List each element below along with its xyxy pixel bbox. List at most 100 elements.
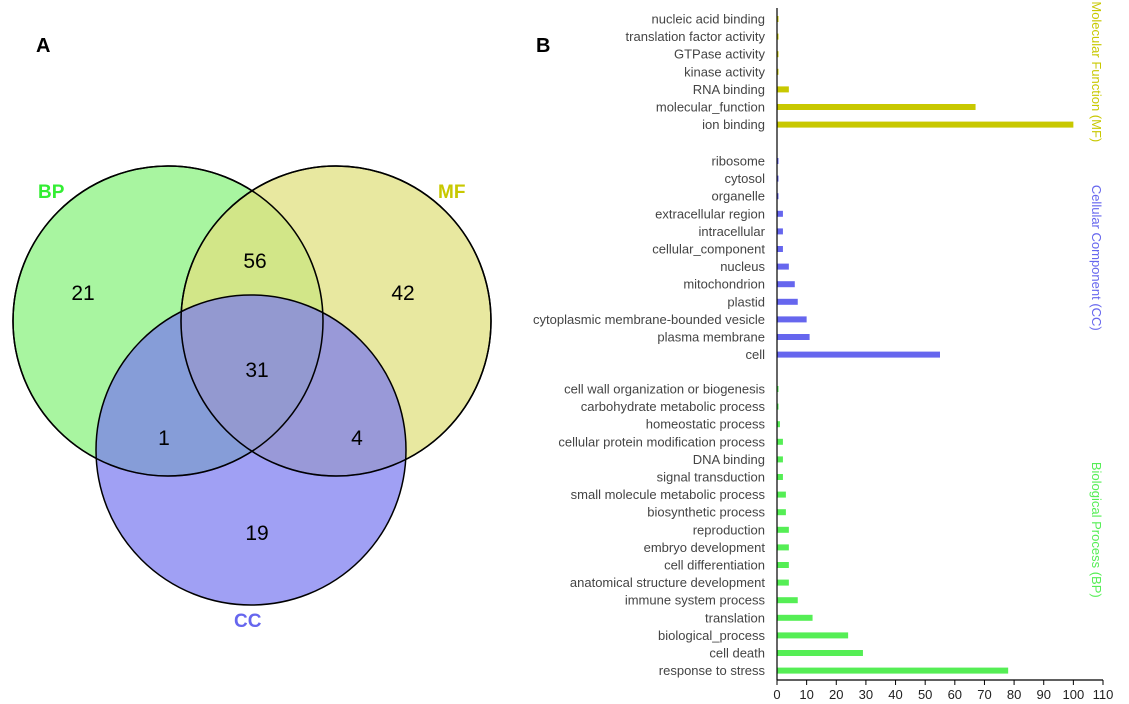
bar bbox=[777, 456, 783, 463]
bar bbox=[777, 121, 1074, 128]
category-label: organelle bbox=[712, 189, 766, 204]
x-tick-label: 30 bbox=[859, 687, 873, 702]
panel-a-label: A bbox=[36, 35, 50, 57]
bar bbox=[777, 667, 1009, 674]
venn-diagram: A BP MF CC 21 42 56 31 1 4 19 bbox=[12, 35, 492, 632]
category-label: cellular protein modification process bbox=[558, 434, 765, 449]
bar bbox=[777, 526, 789, 533]
count-mf-cc: 4 bbox=[351, 427, 363, 450]
category-label: cytoplasmic membrane-bounded vesicle bbox=[533, 312, 765, 327]
count-bp-cc: 1 bbox=[158, 427, 170, 450]
bar bbox=[777, 228, 783, 235]
bar bbox=[777, 193, 779, 200]
category-label: plasma membrane bbox=[657, 330, 765, 345]
bar bbox=[777, 632, 849, 639]
bar bbox=[777, 351, 940, 358]
x-tick-label: 10 bbox=[799, 687, 813, 702]
x-tick-label: 80 bbox=[1007, 687, 1021, 702]
count-all: 31 bbox=[245, 359, 268, 382]
bar bbox=[777, 158, 779, 164]
category-label: intracellular bbox=[699, 224, 766, 239]
mf-outline bbox=[180, 165, 492, 477]
bar bbox=[777, 86, 789, 93]
bar bbox=[777, 438, 783, 445]
category-label: biosynthetic process bbox=[647, 505, 765, 520]
bar bbox=[777, 544, 789, 551]
category-label: GTPase activity bbox=[674, 47, 766, 62]
category-label: anatomical structure development bbox=[570, 575, 765, 590]
category-label: ribosome bbox=[712, 154, 765, 169]
bar bbox=[777, 175, 779, 182]
group-label: Cellular Component (CC) bbox=[1089, 185, 1104, 331]
mf-label: MF bbox=[438, 182, 465, 203]
bar bbox=[777, 614, 813, 621]
category-label: RNA binding bbox=[693, 82, 765, 97]
category-label: mitochondrion bbox=[683, 277, 765, 292]
bar bbox=[777, 334, 810, 340]
bar bbox=[777, 33, 779, 40]
count-bp-only: 21 bbox=[71, 282, 94, 305]
category-label: nucleic acid binding bbox=[652, 12, 765, 27]
bar bbox=[777, 316, 807, 323]
category-label: homeostatic process bbox=[646, 417, 766, 432]
bar bbox=[777, 650, 863, 656]
bar bbox=[777, 298, 798, 305]
bar bbox=[777, 421, 780, 428]
category-label: ion binding bbox=[702, 117, 765, 132]
axes: 0 10 20 30 40 50 60 70 80 90 100 110 bbox=[773, 8, 1113, 702]
group-label: Biological Process (BP) bbox=[1089, 462, 1104, 598]
x-tick-label: 100 bbox=[1063, 687, 1085, 702]
bar bbox=[777, 597, 798, 604]
category-label: translation factor activity bbox=[626, 29, 766, 44]
x-tick-label: 0 bbox=[773, 687, 780, 702]
x-tick-label: 50 bbox=[918, 687, 932, 702]
bar bbox=[777, 68, 779, 75]
category-label: reproduction bbox=[693, 522, 765, 537]
cc-label: CC bbox=[234, 611, 262, 632]
category-label: cell death bbox=[709, 646, 765, 661]
category-label: nucleus bbox=[720, 259, 765, 274]
bar-group bbox=[777, 16, 1074, 674]
group-labels: Molecular Function (MF) Cellular Componen… bbox=[1089, 1, 1104, 597]
bar bbox=[777, 562, 789, 568]
bp-outline bbox=[12, 165, 324, 477]
category-label: cytosol bbox=[725, 171, 766, 186]
x-tick-label: 110 bbox=[1093, 687, 1114, 702]
bar bbox=[777, 403, 779, 410]
count-cc-only: 19 bbox=[245, 522, 268, 545]
category-label: cell differentiation bbox=[664, 558, 765, 573]
category-label: carbohydrate metabolic process bbox=[581, 399, 766, 414]
category-label: translation bbox=[705, 610, 765, 625]
bar-chart: B nucleic acid binding translation factor… bbox=[533, 1, 1113, 702]
category-label: embryo development bbox=[644, 540, 766, 555]
x-tick-label: 40 bbox=[888, 687, 902, 702]
category-label: cellular_component bbox=[652, 242, 765, 257]
bp-label: BP bbox=[38, 182, 65, 203]
category-label: molecular_function bbox=[656, 100, 765, 115]
category-label: biological_process bbox=[658, 628, 765, 643]
count-bp-mf: 56 bbox=[243, 250, 266, 273]
bar bbox=[777, 263, 789, 270]
category-label: cell bbox=[745, 347, 765, 362]
x-tick-label: 70 bbox=[977, 687, 991, 702]
bar bbox=[777, 509, 786, 516]
bar bbox=[777, 51, 779, 58]
bar bbox=[777, 246, 783, 252]
category-label: signal transduction bbox=[657, 470, 765, 485]
bar bbox=[777, 104, 976, 110]
category-label: kinase activity bbox=[684, 64, 765, 79]
bar bbox=[777, 579, 789, 586]
category-label: response to stress bbox=[659, 663, 766, 678]
bar bbox=[777, 16, 779, 22]
category-label: small molecule metabolic process bbox=[571, 487, 766, 502]
x-tick-label: 90 bbox=[1036, 687, 1050, 702]
category-labels: nucleic acid binding translation factor a… bbox=[533, 12, 766, 679]
bar bbox=[777, 281, 795, 288]
x-tick-label: 20 bbox=[829, 687, 843, 702]
group-label: Molecular Function (MF) bbox=[1089, 1, 1104, 142]
bar bbox=[777, 491, 786, 498]
bar bbox=[777, 386, 779, 392]
category-label: extracellular region bbox=[655, 206, 765, 221]
category-label: immune system process bbox=[625, 593, 766, 608]
